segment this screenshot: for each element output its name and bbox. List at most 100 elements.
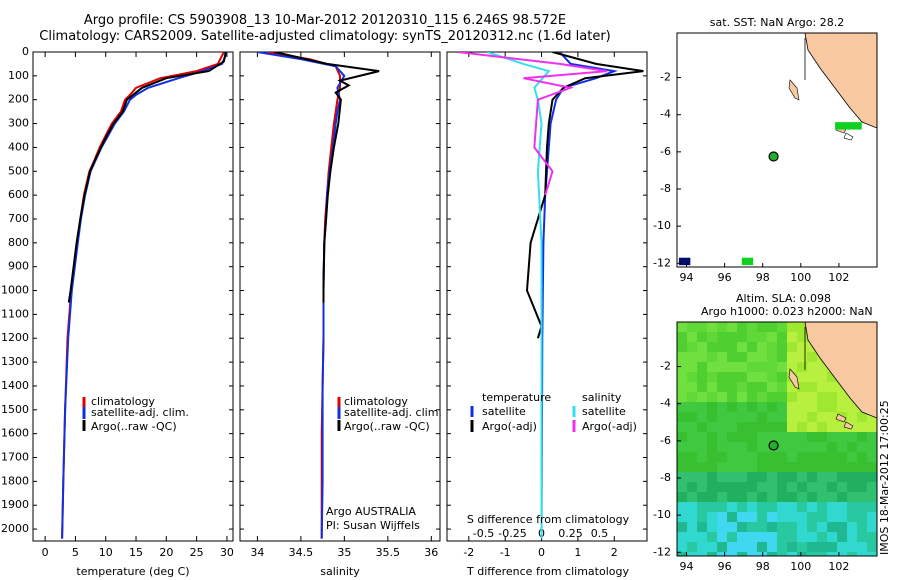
sal-legend-argo: Argo(..raw -QC) <box>344 420 430 433</box>
sla-cell <box>677 382 688 393</box>
argo-position-marker-sla <box>768 440 779 451</box>
sla-cell <box>767 362 778 373</box>
sla-cell <box>767 512 778 523</box>
sla-cell <box>807 362 818 373</box>
sla-cell <box>807 342 818 353</box>
sla-cell <box>757 462 768 473</box>
sla-cell <box>787 472 798 483</box>
map-x-tick-label: 96 <box>718 271 732 284</box>
sla-cell <box>737 352 748 363</box>
sla-cell <box>707 482 718 493</box>
sla-cell <box>847 412 858 423</box>
sla-cell <box>777 452 788 463</box>
sla-cell <box>697 332 708 343</box>
sla-cell <box>817 422 828 433</box>
sla-cell <box>737 452 748 463</box>
sla-cell <box>807 442 818 453</box>
sla-cell <box>727 392 738 403</box>
sla-cell <box>827 462 838 473</box>
sla-cell <box>687 522 698 533</box>
sla-cell <box>817 432 828 443</box>
map-x-tick-label: 100 <box>790 560 811 573</box>
sla-cell <box>677 492 688 503</box>
sla-cell <box>757 352 768 363</box>
sla-cell <box>797 552 808 556</box>
sla-cell <box>807 542 818 553</box>
x-tick-label: 30 <box>220 546 234 559</box>
sla-cell <box>807 452 818 463</box>
sla-cell <box>677 352 688 363</box>
x-tick-label: 1 <box>574 546 581 559</box>
sla-cell <box>707 552 718 556</box>
sla-cell <box>787 402 798 413</box>
sla-cell <box>697 422 708 433</box>
sla-cell <box>847 492 858 503</box>
sst-patch <box>678 257 691 266</box>
y-tick-label: 200 <box>8 93 29 106</box>
sla-cell <box>727 482 738 493</box>
map-x-tick-label: 98 <box>756 271 770 284</box>
sla-cell <box>827 382 838 393</box>
sla-cell <box>737 432 748 443</box>
sla-cell <box>767 472 778 483</box>
sst-map-title: sat. SST: NaN Argo: 28.2 <box>710 16 844 29</box>
sumatra-land-sla <box>804 322 877 419</box>
sla-cell <box>807 352 818 363</box>
sla-cell <box>837 552 848 556</box>
sla-cell <box>747 492 758 503</box>
sla-cell <box>867 552 877 556</box>
sla-cell <box>847 542 858 553</box>
sla-cell <box>707 462 718 473</box>
sla-cell <box>867 502 877 513</box>
sal-legend-satellite-adj: satellite-adj. clim. <box>344 406 442 419</box>
sla-cell <box>747 552 758 556</box>
sla-cell <box>797 432 808 443</box>
x-tick-label: 5 <box>72 546 79 559</box>
sla-cell <box>717 442 728 453</box>
sla-cell <box>857 552 868 556</box>
sla-cell <box>697 472 708 483</box>
sla-cell <box>747 462 758 473</box>
sla-cell <box>837 422 848 433</box>
sla-cell <box>687 472 698 483</box>
sla-cell <box>727 512 738 523</box>
sla-cell <box>807 502 818 513</box>
sla-cell <box>767 352 778 363</box>
sla-cell <box>797 372 808 383</box>
map-x-tick-label: 102 <box>828 271 849 284</box>
sla-cell <box>827 432 838 443</box>
sla-cell <box>687 402 698 413</box>
sla-cell <box>717 552 728 556</box>
sla-cell <box>687 552 698 556</box>
sla-cell <box>697 342 708 353</box>
sla-cell <box>717 322 728 333</box>
sla-cell <box>737 332 748 343</box>
sla-cell <box>697 482 708 493</box>
sla-cell <box>727 432 738 443</box>
sla-cell <box>827 392 838 403</box>
sla-cell <box>707 392 718 403</box>
sla-cell <box>767 322 778 333</box>
sla-cell <box>677 532 688 543</box>
sla-cell <box>857 542 868 553</box>
sla-cell <box>797 442 808 453</box>
sla-cell <box>757 432 768 443</box>
sla-cell <box>817 542 828 553</box>
sla-cell <box>777 412 788 423</box>
sla-cell <box>687 542 698 553</box>
map-y-tick-label: -6 <box>660 434 671 447</box>
sla-cell <box>677 442 688 453</box>
sla-cell <box>807 552 818 556</box>
sla-cell <box>837 472 848 483</box>
sla-cell <box>797 332 808 343</box>
sla-cell <box>677 552 688 556</box>
map-y-tick-label: -10 <box>653 219 671 232</box>
sla-cell <box>787 502 798 513</box>
sla-cell <box>807 532 818 543</box>
sla-cell <box>797 482 808 493</box>
title-line-2: Climatology: CARS2009. Satellite-adjuste… <box>39 29 611 44</box>
sla-cell <box>717 412 728 423</box>
argo-position-marker <box>768 151 779 162</box>
sla-cell <box>717 332 728 343</box>
sla-cell <box>867 472 877 483</box>
